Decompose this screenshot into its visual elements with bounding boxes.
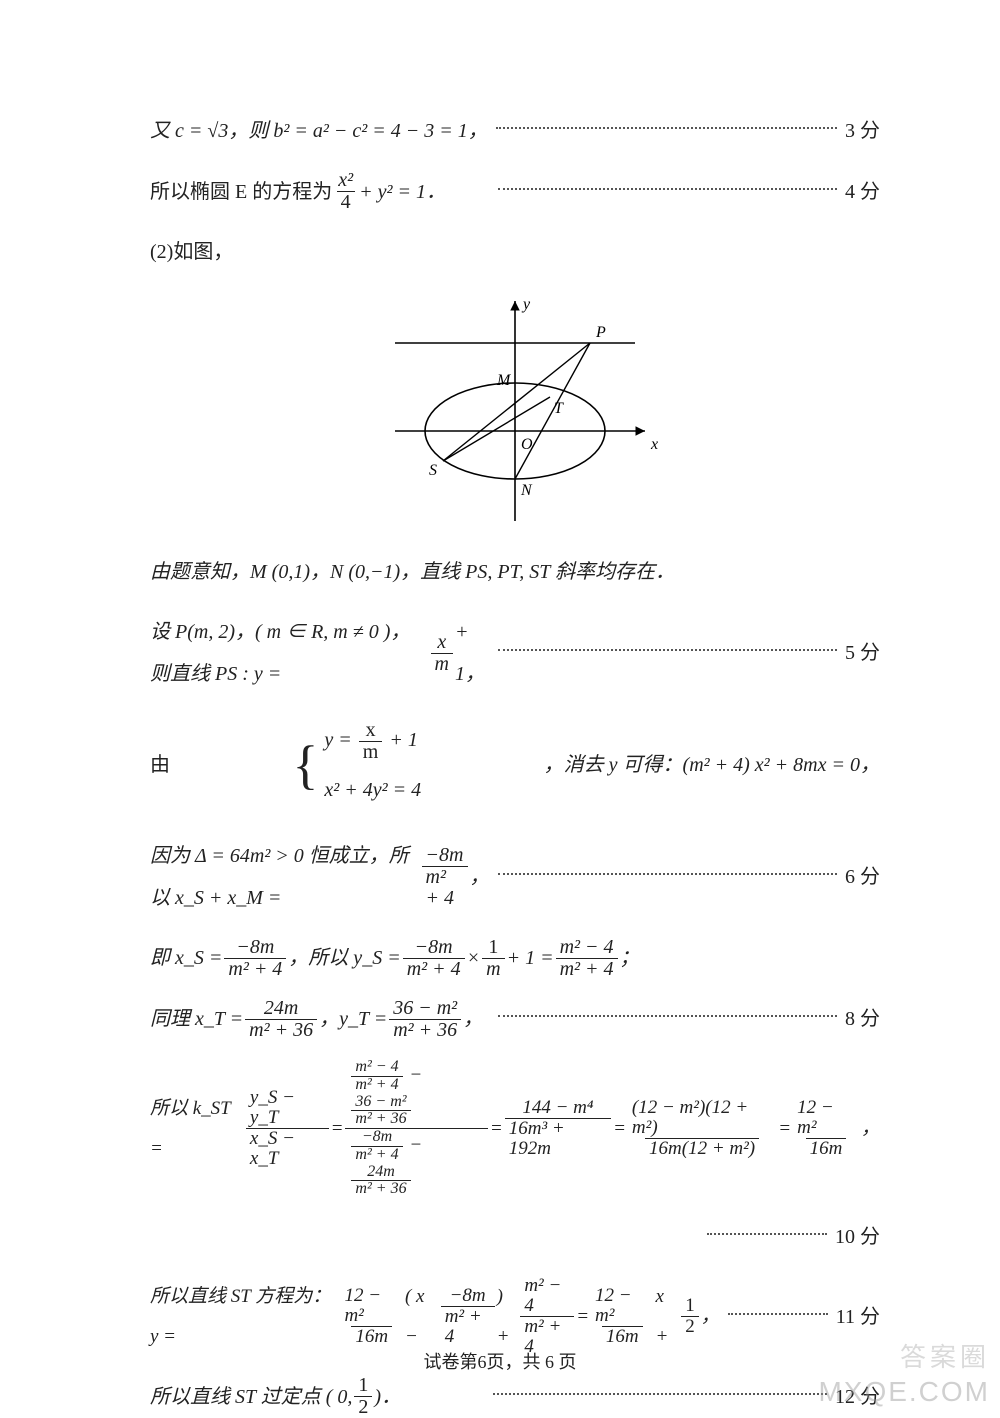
step-line: 所以 k_ST = y_S − y_Tx_S − x_T = m² − 4m² … [150,1059,880,1198]
svg-text:x: x [650,436,658,453]
watermark-top: 答案圈 [900,1337,990,1374]
score: 11 分 [836,1296,880,1338]
fraction: x² 4 [334,170,357,213]
step-line: 由题意知，M (0,1)，N (0,−1)，直线 PS, PT, ST 斜率均存… [150,551,880,593]
page-footer: 试卷第6页，共 6 页 [0,1348,1000,1374]
fraction: x m [431,632,453,675]
score: 10 分 [835,1216,880,1258]
math-text: 又 c = √3，则 b² = a² − c² = 4 − 3 = 1， [150,110,488,152]
score: 3 分 [845,110,880,152]
watermark-bottom: MXQE.COM [818,1376,990,1408]
step-line: 即 x_S = −8mm² + 4 ，所以 y_S = −8mm² + 4 × … [150,937,880,980]
svg-text:S: S [429,462,437,479]
step-line: 10 分 [150,1216,880,1258]
leader-dots [728,1313,828,1315]
math-text: 所以椭圆 E 的方程为 x² 4 + y² = 1． [150,170,490,213]
step-line: 由 { y = x m + 1 x² + 4y² = 4 ，消去 y 可得：(m… [150,713,880,817]
svg-text:N: N [520,482,533,499]
step-line: 所以椭圆 E 的方程为 x² 4 + y² = 1． 4 分 [150,170,880,213]
score: 5 分 [845,632,880,674]
score: 6 分 [845,856,880,898]
diagram-svg: x y O P M N S T [365,291,665,531]
section-label: (2)如图， [150,231,880,273]
brace-system: { y = x m + 1 x² + 4y² = 4 [293,719,422,811]
svg-text:P: P [595,324,606,341]
step-line: 同理 x_T = 24mm² + 36 ，y_T = 36 − m²m² + 3… [150,998,880,1041]
leader-dots [498,1015,838,1017]
leader-dots [496,127,837,129]
page: 又 c = √3，则 b² = a² − c² = 4 − 3 = 1， 3 分… [0,0,1000,1414]
ellipse-diagram: x y O P M N S T [150,291,880,531]
leader-dots [707,1233,827,1235]
score: 8 分 [845,998,880,1040]
leader-dots [498,188,838,190]
leader-dots [498,873,838,875]
svg-text:O: O [521,436,533,453]
score: 4 分 [845,171,880,213]
step-line: 因为 Δ = 64m² > 0 恒成立，所以 x_S + x_M = −8m m… [150,835,880,919]
step-line: 设 P(m, 2)，( m ∈ R, m ≠ 0 )，则直线 PS : y = … [150,611,880,695]
svg-text:T: T [554,400,564,417]
svg-text:M: M [496,372,512,389]
svg-text:y: y [521,296,531,313]
leader-dots [498,649,838,651]
step-line: 又 c = √3，则 b² = a² − c² = 4 − 3 = 1， 3 分 [150,110,880,152]
step-line: 所以直线 ST 过定点 ( 0, 12 )． 12 分 [150,1375,880,1418]
leader-dots [493,1393,828,1395]
step-line: 所以直线 ST 方程为：y = 12 − m²16m ( x − −8mm² +… [150,1276,880,1357]
